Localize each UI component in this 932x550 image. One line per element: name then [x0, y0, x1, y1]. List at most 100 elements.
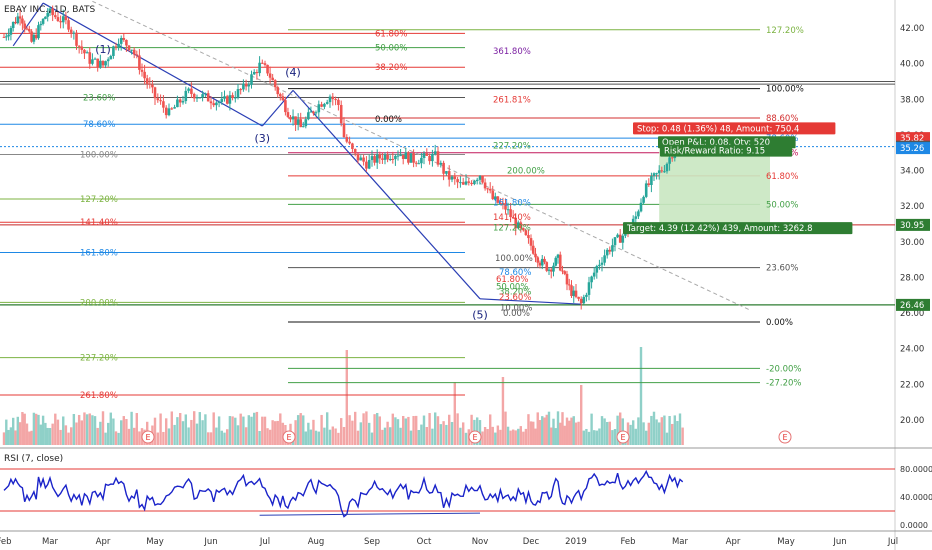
volume-bar — [220, 430, 223, 445]
candle-body — [611, 245, 614, 252]
candle-body — [273, 80, 277, 88]
candle-body — [21, 18, 24, 24]
volume-bar — [207, 432, 210, 445]
volume-bar — [650, 415, 653, 445]
volume-bar — [80, 420, 83, 445]
volume-bar — [445, 424, 448, 445]
candle-body — [608, 249, 612, 252]
fib-mid-label: 161.80% — [493, 199, 531, 209]
candle-body — [445, 171, 448, 174]
candle-body — [106, 59, 110, 62]
candle-body — [579, 298, 583, 304]
candle-body — [99, 60, 102, 68]
fib-left-label: 161.80% — [80, 249, 118, 259]
volume-bar — [655, 419, 658, 445]
volume-bar — [23, 413, 26, 445]
volume-bar — [616, 415, 619, 445]
volume-bar — [462, 422, 465, 445]
candle-body — [252, 72, 256, 75]
volume-bar — [420, 424, 423, 445]
volume-bar — [639, 347, 643, 445]
volume-bar — [228, 416, 232, 445]
volume-bar — [499, 429, 502, 445]
volume-bar — [345, 350, 348, 445]
candle-body — [652, 173, 656, 177]
candle-body — [294, 116, 297, 125]
volume-bar — [439, 424, 442, 445]
fib-level-label: 88.60% — [766, 114, 798, 124]
volume-bar — [85, 414, 89, 445]
candle-body — [453, 176, 457, 180]
volume-bar — [165, 418, 168, 445]
volume-bar — [580, 385, 583, 445]
earnings-marker-label: E — [472, 433, 477, 442]
volume-bar — [590, 413, 593, 445]
volume-bar — [412, 415, 415, 445]
candle-body — [665, 163, 669, 172]
candle-body — [531, 245, 535, 254]
volume-bar — [593, 430, 596, 445]
candle-body — [499, 202, 502, 204]
candle-body — [231, 95, 234, 99]
candle-body — [590, 276, 593, 283]
volume-bar — [244, 427, 248, 445]
volume-bar — [678, 413, 682, 445]
fib-left-label: 23.60% — [83, 93, 115, 103]
candle-body — [217, 101, 221, 103]
volume-bar — [598, 428, 601, 445]
volume-bar — [212, 412, 215, 445]
time-tick-label: Nov — [472, 537, 489, 547]
volume-bar — [434, 412, 437, 445]
volume-bar — [582, 430, 585, 445]
volume-bar — [48, 428, 52, 445]
volume-bar — [524, 428, 528, 445]
volume-bar — [114, 431, 118, 445]
candle-body — [549, 269, 553, 272]
candle-body — [598, 264, 601, 267]
volume-bar — [577, 421, 580, 445]
candle-body — [401, 155, 405, 159]
volume-bar — [101, 411, 105, 445]
candle-body — [496, 196, 500, 203]
candle-body — [325, 102, 329, 104]
candle-body — [375, 154, 379, 163]
candle-body — [483, 182, 487, 189]
volume-bar — [37, 414, 40, 445]
volume-bar — [386, 421, 389, 445]
volume-bar — [554, 428, 557, 445]
volume-bar — [266, 428, 269, 445]
volume-bar — [7, 429, 10, 445]
volume-bar — [334, 428, 337, 445]
candle-body — [331, 96, 335, 100]
volume-bar — [122, 416, 125, 445]
volume-bar — [16, 416, 19, 445]
candle-body — [7, 34, 10, 37]
volume-bar — [407, 416, 410, 445]
candle-body — [414, 162, 418, 164]
candle-body — [164, 107, 168, 116]
candle-body — [51, 8, 54, 16]
rsi-title: RSI (7, close) — [4, 454, 63, 464]
volume-bar — [489, 414, 492, 445]
volume-bar — [312, 419, 315, 445]
volume-bar — [647, 422, 650, 445]
candle-body — [647, 183, 651, 185]
candle-body — [447, 171, 451, 180]
candle-body — [75, 32, 78, 46]
candle-body — [34, 34, 38, 39]
candle-body — [409, 153, 413, 163]
candle-body — [156, 98, 160, 101]
time-tick-label: Apr — [96, 537, 111, 547]
volume-bar — [365, 411, 368, 445]
candle-body — [220, 98, 224, 102]
volume-bar — [159, 413, 162, 445]
wave-label: (4) — [285, 66, 301, 79]
fib-mid-label: 0.00% — [375, 115, 402, 125]
volume-bar — [44, 422, 47, 445]
elliott-wave-line — [42, 2, 263, 127]
volume-bar — [496, 425, 500, 445]
volume-bar — [72, 413, 76, 445]
candle-body — [488, 188, 492, 191]
fib-mid-label: 200.00% — [507, 167, 545, 177]
volume-bar — [342, 426, 346, 445]
